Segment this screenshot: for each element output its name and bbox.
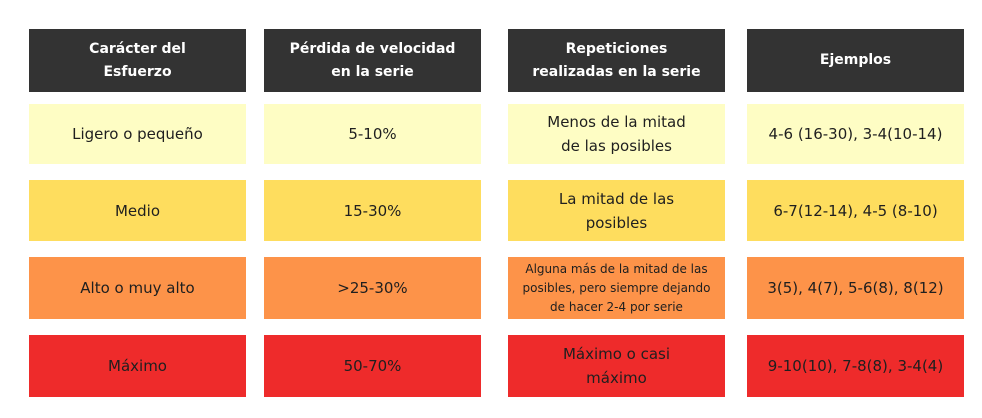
cell-text: 3(5), 4(7), 5-6(8), 8(12) bbox=[767, 279, 944, 297]
row-ligero-caracter: Ligero o pequeño bbox=[29, 104, 246, 164]
row-medio-perdida: 15-30% bbox=[264, 180, 481, 241]
cell-text: 50-70% bbox=[343, 357, 402, 375]
cell-text: 9-10(10), 7-8(8), 3-4(4) bbox=[767, 357, 944, 375]
header-ejemplos-label: Ejemplos bbox=[819, 52, 892, 68]
cell-text: Máximo bbox=[108, 357, 167, 375]
header-repeticiones-label: Repeticiones realizadas en la serie bbox=[532, 40, 701, 80]
cell-text: 4-6 (16-30), 3-4(10-14) bbox=[768, 125, 943, 143]
row-ligero-repeticiones: Menos de la mitad de las posibles bbox=[508, 104, 725, 164]
row-alto-caracter: Alto o muy alto bbox=[29, 257, 246, 319]
header-perdida-label: Pérdida de velocidad en la serie bbox=[289, 40, 456, 80]
row-ligero-ejemplos: 4-6 (16-30), 3-4(10-14) bbox=[747, 104, 964, 164]
cell-text: Máximo o casi máximo bbox=[562, 345, 671, 387]
row-maximo-repeticiones: Máximo o casi máximo bbox=[508, 335, 725, 397]
row-alto-perdida: >25-30% bbox=[264, 257, 481, 319]
cell-text: 15-30% bbox=[343, 201, 402, 220]
cell-text: Ligero o pequeño bbox=[72, 125, 203, 143]
row-ligero-perdida: 5-10% bbox=[264, 104, 481, 164]
row-alto-repeticiones: Alguna más de la mitad de las posibles, … bbox=[508, 257, 725, 319]
cell-text: >25-30% bbox=[337, 279, 408, 297]
row-medio-repeticiones: La mitad de las posibles bbox=[508, 180, 725, 241]
row-maximo-ejemplos: 9-10(10), 7-8(8), 3-4(4) bbox=[747, 335, 964, 397]
header-caracter: Carácter del Esfuerzo bbox=[29, 29, 246, 92]
row-medio-caracter: Medio bbox=[29, 180, 246, 241]
cell-text: Medio bbox=[114, 201, 161, 220]
cell-text: Menos de la mitad de las posibles bbox=[547, 113, 686, 155]
row-maximo-caracter: Máximo bbox=[29, 335, 246, 397]
cell-text: La mitad de las posibles bbox=[558, 189, 675, 232]
row-medio-ejemplos: 6-7(12-14), 4-5 (8-10) bbox=[747, 180, 964, 241]
cell-text: Alto o muy alto bbox=[80, 279, 195, 297]
row-maximo-perdida: 50-70% bbox=[264, 335, 481, 397]
header-perdida: Pérdida de velocidad en la serie bbox=[264, 29, 481, 92]
header-ejemplos: Ejemplos bbox=[747, 29, 964, 92]
cell-text: Alguna más de la mitad de las posibles, … bbox=[522, 261, 711, 314]
cell-text: 5-10% bbox=[348, 125, 397, 143]
header-repeticiones: Repeticiones realizadas en la serie bbox=[508, 29, 725, 92]
cell-text: 6-7(12-14), 4-5 (8-10) bbox=[773, 201, 938, 220]
header-caracter-label: Carácter del Esfuerzo bbox=[89, 40, 186, 80]
row-alto-ejemplos: 3(5), 4(7), 5-6(8), 8(12) bbox=[747, 257, 964, 319]
